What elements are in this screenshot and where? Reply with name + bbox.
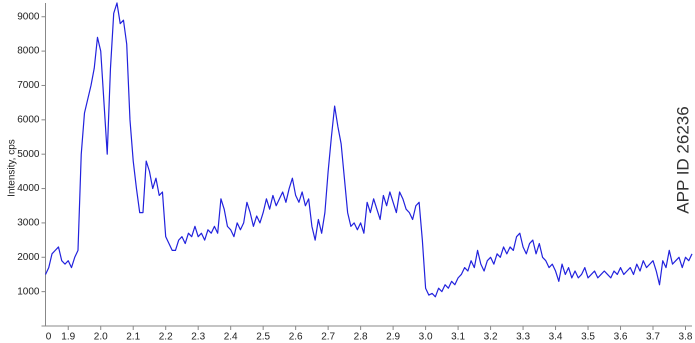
y-tick-label: 9000 [17, 11, 40, 22]
x-tick-label: 3.2 [484, 332, 498, 343]
x-tick-label: 2.3 [191, 332, 205, 343]
x-tick-label: 3.8 [679, 332, 693, 343]
x-tick-label: 3.5 [581, 332, 595, 343]
y-tick-label: 2000 [17, 252, 40, 263]
x-tick-label: 2.9 [386, 332, 400, 343]
x-tick-label: 2.5 [256, 332, 270, 343]
y-tick-label: 5000 [17, 149, 40, 160]
y-tick-label: 8000 [17, 46, 40, 57]
y-axis-label: Intensity, cps [7, 139, 18, 197]
y-tick-label: 7000 [17, 80, 40, 91]
x-tick-label: 2.4 [224, 332, 238, 343]
x-tick-label: 3.0 [419, 332, 433, 343]
x-tick-label: 2.2 [159, 332, 173, 343]
x-tick-label: 3.1 [451, 332, 465, 343]
signal-line [44, 2, 693, 298]
y-tick-label: 0 [46, 332, 52, 343]
x-tick-label: 3.3 [516, 332, 530, 343]
x-tick-label: 2.8 [354, 332, 368, 343]
y-tick-label: 1000 [17, 286, 40, 297]
x-tick-label: 2.7 [321, 332, 335, 343]
y-tick-label: 6000 [17, 114, 40, 125]
x-tick-label: 3.6 [614, 332, 628, 343]
x-tick-label: 2.6 [289, 332, 303, 343]
watermark: APP ID 26236 [673, 106, 692, 213]
y-tick-label: 3000 [17, 218, 40, 229]
x-tick-label: 3.4 [549, 332, 563, 343]
x-tick-label: 1.9 [61, 332, 75, 343]
y-tick-label: 4000 [17, 183, 40, 194]
x-tick-label: 2.0 [94, 332, 108, 343]
x-tick-label: 3.7 [646, 332, 660, 343]
x-tick-label: 2.1 [126, 332, 140, 343]
